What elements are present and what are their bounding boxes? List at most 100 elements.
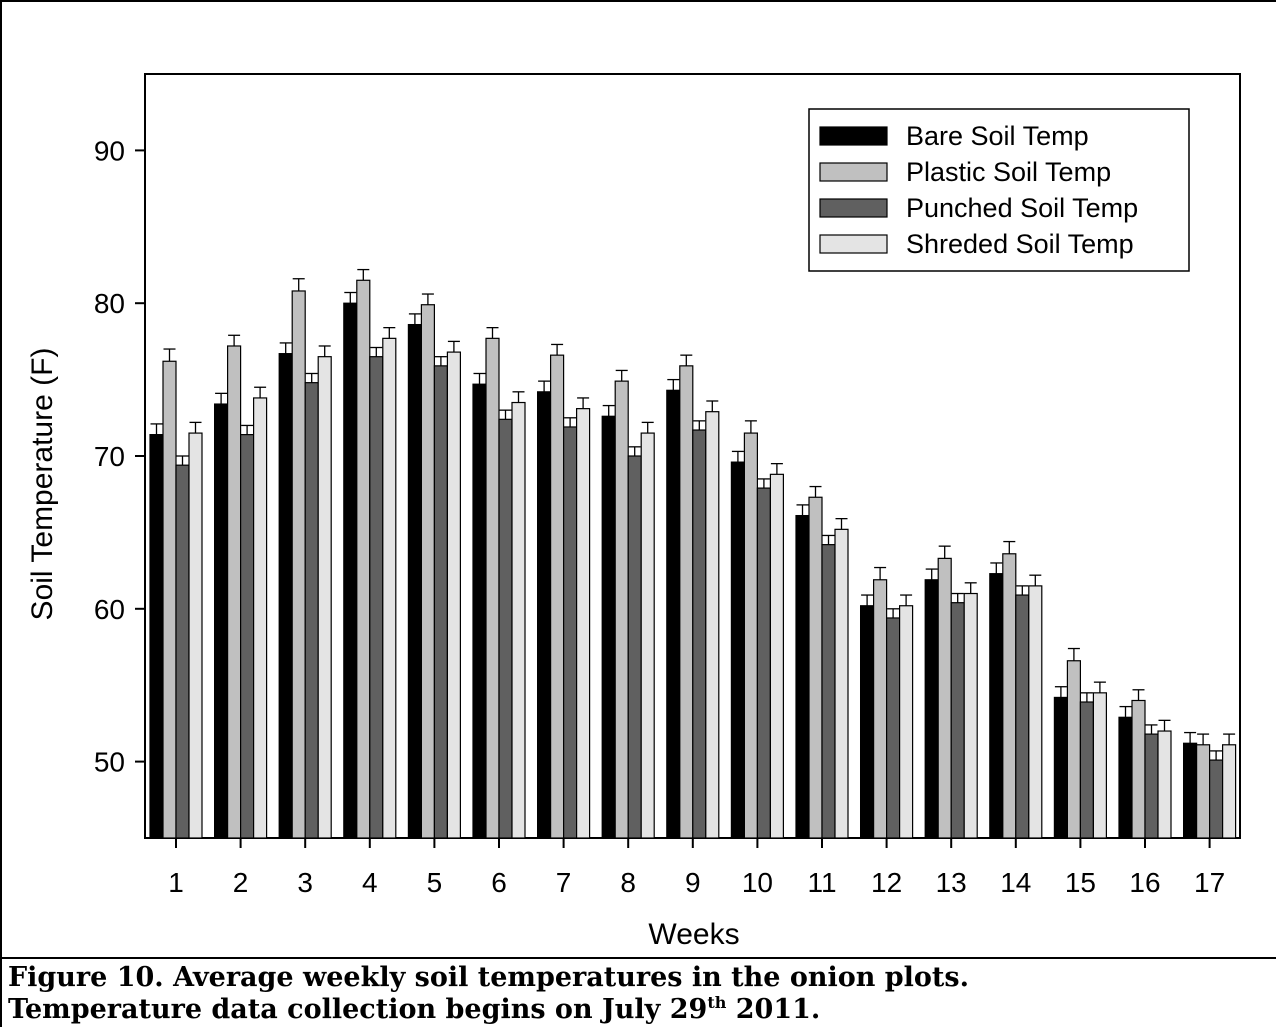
y-tick-label: 80 (94, 288, 125, 319)
bar (1092, 692, 1108, 839)
bar (885, 617, 901, 839)
bar (562, 426, 578, 839)
figure-caption: Figure 10. Average weekly soil temperatu… (8, 962, 1268, 1026)
x-tick-label: 1 (168, 867, 184, 898)
bar (1066, 660, 1082, 839)
bar (575, 408, 591, 839)
bar (1131, 699, 1146, 839)
x-axis: 1 2 3 4 5 6 7 8 9 10 11 12 13 14 15 16 17 (168, 838, 1225, 898)
legend-swatch (819, 234, 888, 254)
x-tick-label: 3 (297, 867, 313, 898)
caption-line-2: Temperature data collection begins on Ju… (8, 994, 1268, 1026)
x-tick-label: 13 (936, 867, 967, 898)
bar (278, 353, 293, 839)
x-tick-label: 2 (233, 867, 249, 898)
bar (730, 461, 746, 839)
x-axis-label: Weeks (648, 918, 739, 951)
bar (743, 432, 759, 839)
x-tick-label: 17 (1194, 867, 1225, 898)
bar (446, 351, 461, 839)
bar (420, 304, 435, 839)
bar (963, 592, 978, 839)
bar (834, 528, 849, 839)
bar (240, 434, 255, 839)
legend-swatch (819, 198, 888, 218)
bar (253, 397, 268, 839)
bar (601, 415, 616, 839)
bar (1015, 594, 1030, 839)
y-tick-label: 50 (94, 747, 125, 778)
y-tick-label: 60 (94, 594, 125, 625)
x-tick-label: 14 (1000, 867, 1031, 898)
bar (640, 432, 655, 839)
bar (950, 602, 965, 839)
legend-label: Punched Soil Temp (906, 193, 1138, 223)
bar (175, 464, 190, 839)
bar (304, 382, 319, 839)
legend-label: Plastic Soil Temp (906, 157, 1111, 187)
bar (1053, 696, 1069, 839)
y-tick-label: 70 (94, 441, 125, 472)
bar (407, 323, 422, 839)
y-axis-label: Soil Temperature (F) (26, 348, 59, 621)
bar (188, 432, 203, 839)
bar (1028, 585, 1043, 839)
y-axis: 50 60 70 80 90 (94, 135, 145, 778)
x-tick-label: 4 (362, 867, 378, 898)
bar (1079, 701, 1095, 839)
bar (924, 579, 939, 839)
x-tick-label: 12 (871, 867, 902, 898)
legend: Bare Soil Temp Plastic Soil Temp Punched S… (808, 108, 1190, 272)
legend-swatch (819, 162, 888, 182)
caption-line-2-end: 2011. (726, 994, 821, 1025)
legend-label: Bare Soil Temp (906, 121, 1089, 151)
bar (705, 411, 720, 839)
bar (627, 455, 642, 839)
bar (679, 365, 694, 839)
bar (937, 557, 952, 839)
bar (872, 579, 888, 839)
bar (227, 345, 242, 839)
x-tick-label: 15 (1065, 867, 1096, 898)
bar (666, 389, 681, 839)
x-tick-label: 11 (807, 867, 836, 898)
bar (511, 401, 526, 839)
bar (1182, 742, 1198, 839)
y-tick-label: 90 (94, 135, 125, 166)
bar (769, 473, 785, 839)
bar (356, 279, 371, 839)
caption-superscript: th (707, 993, 727, 1012)
bar (498, 418, 513, 839)
bar (859, 605, 875, 839)
x-tick-label: 8 (620, 867, 636, 898)
bar (485, 337, 500, 839)
bar (1118, 716, 1133, 839)
bar (382, 337, 397, 839)
bar (1195, 744, 1211, 839)
x-tick-label: 16 (1129, 867, 1160, 898)
x-tick-label: 5 (427, 867, 443, 898)
legend-label: Shreded Soil Temp (906, 229, 1134, 259)
caption-divider (0, 957, 1276, 959)
legend-swatch (819, 126, 888, 146)
bar (343, 302, 358, 839)
bar (795, 514, 810, 839)
bar (1157, 730, 1172, 839)
bar (317, 356, 332, 839)
bar (149, 434, 164, 839)
bar (1144, 733, 1159, 839)
bar (1208, 759, 1224, 839)
bar (692, 429, 707, 839)
bar (821, 544, 836, 839)
bar (162, 360, 177, 839)
x-tick-label: 9 (685, 867, 701, 898)
caption-line-1: Figure 10. Average weekly soil temperatu… (8, 962, 970, 993)
bar (536, 391, 552, 839)
bar (433, 365, 448, 839)
caption-line-2-text: Temperature data collection begins on Ju… (8, 994, 708, 1025)
bar (214, 403, 229, 839)
bar (549, 354, 565, 839)
bar (369, 356, 384, 839)
bar (898, 605, 914, 839)
